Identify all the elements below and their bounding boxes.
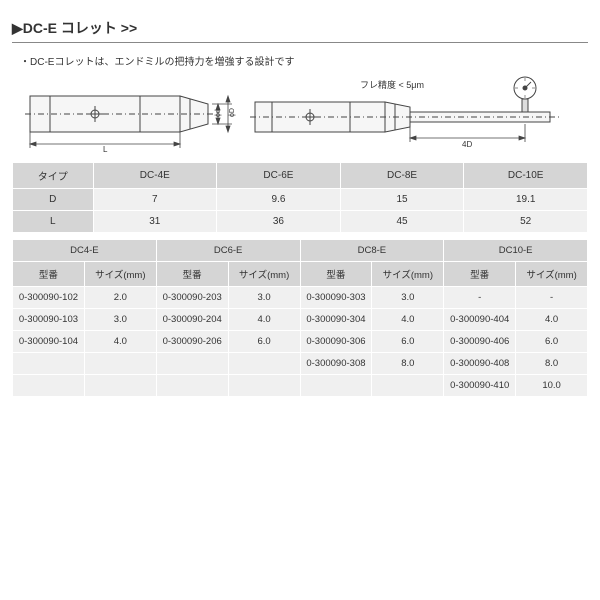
figure-row: L ϕd ϕD フレ精度 < 5μm	[12, 76, 588, 154]
part-group-row: DC4-E DC6-E DC8-E DC10-E	[13, 240, 588, 262]
part-cell: 6.0	[516, 331, 588, 353]
spec-table: タイプ DC-4E DC-6E DC-8E DC-10E D 7 9.6 15 …	[12, 162, 588, 233]
dim-4D: 4D	[462, 140, 472, 149]
collet-runout-drawing: フレ精度 < 5μm	[250, 76, 570, 154]
runout-label: フレ精度 < 5μm	[360, 78, 424, 91]
part-cell: 0-300090-303	[300, 287, 372, 309]
part-cell	[84, 353, 156, 375]
part-cell: 0-300090-102	[13, 287, 85, 309]
spec-h2: DC-6E	[217, 163, 341, 189]
part-cell: 2.0	[84, 287, 156, 309]
part-sub-row: 型番 サイズ(mm) 型番 サイズ(mm) 型番 サイズ(mm) 型番 サイズ(…	[13, 262, 588, 287]
part-cell: 0-300090-206	[156, 331, 228, 353]
part-cell	[156, 353, 228, 375]
part-cell	[13, 375, 85, 397]
part-cell	[228, 375, 300, 397]
part-row: 0-300090-3088.00-300090-4088.0	[13, 353, 588, 375]
dim-D: ϕD	[229, 108, 236, 117]
part-cell	[84, 375, 156, 397]
part-cell: 0-300090-304	[300, 309, 372, 331]
part-cell: 0-300090-203	[156, 287, 228, 309]
part-table: DC4-E DC6-E DC8-E DC10-E 型番 サイズ(mm) 型番 サ…	[12, 239, 588, 397]
part-cell: 8.0	[516, 353, 588, 375]
part-cell: 10.0	[516, 375, 588, 397]
spec-row-L: L 31 36 45 52	[13, 211, 588, 233]
dim-d: ϕd	[215, 109, 222, 117]
part-cell: 4.0	[516, 309, 588, 331]
part-cell: 0-300090-404	[444, 309, 516, 331]
part-cell	[13, 353, 85, 375]
section-subtitle: ・DC-Eコレットは、エンドミルの把持力を増強する設計です	[12, 53, 588, 68]
section-title: ▶DC-E コレット >>	[12, 18, 588, 38]
part-cell: 0-300090-103	[13, 309, 85, 331]
part-cell: 8.0	[372, 353, 444, 375]
spec-h1: DC-4E	[93, 163, 217, 189]
part-row: 0-300090-1033.00-300090-2044.00-300090-3…	[13, 309, 588, 331]
part-row: 0-300090-41010.0	[13, 375, 588, 397]
part-cell: 3.0	[228, 287, 300, 309]
part-cell: 4.0	[228, 309, 300, 331]
part-cell: 6.0	[372, 331, 444, 353]
part-cell: 3.0	[372, 287, 444, 309]
divider	[12, 42, 588, 43]
spec-header-row: タイプ DC-4E DC-6E DC-8E DC-10E	[13, 163, 588, 189]
part-cell	[156, 375, 228, 397]
part-cell: 0-300090-306	[300, 331, 372, 353]
part-cell: -	[516, 287, 588, 309]
part-cell: 0-300090-410	[444, 375, 516, 397]
part-cell: -	[444, 287, 516, 309]
spec-h4: DC-10E	[464, 163, 588, 189]
part-row: 0-300090-1044.00-300090-2066.00-300090-3…	[13, 331, 588, 353]
part-cell	[228, 353, 300, 375]
spec-row-D: D 7 9.6 15 19.1	[13, 189, 588, 211]
part-cell: 3.0	[84, 309, 156, 331]
part-cell: 4.0	[84, 331, 156, 353]
part-cell: 6.0	[228, 331, 300, 353]
part-cell: 0-300090-308	[300, 353, 372, 375]
part-cell: 4.0	[372, 309, 444, 331]
part-cell	[300, 375, 372, 397]
part-cell: 0-300090-204	[156, 309, 228, 331]
part-cell: 0-300090-104	[13, 331, 85, 353]
collet-side-drawing: L ϕd ϕD	[20, 82, 240, 154]
spec-h3: DC-8E	[340, 163, 464, 189]
dim-L: L	[103, 145, 108, 154]
spec-h0: タイプ	[13, 163, 94, 189]
part-cell: 0-300090-408	[444, 353, 516, 375]
part-cell	[372, 375, 444, 397]
part-row: 0-300090-1022.00-300090-2033.00-300090-3…	[13, 287, 588, 309]
part-cell: 0-300090-406	[444, 331, 516, 353]
